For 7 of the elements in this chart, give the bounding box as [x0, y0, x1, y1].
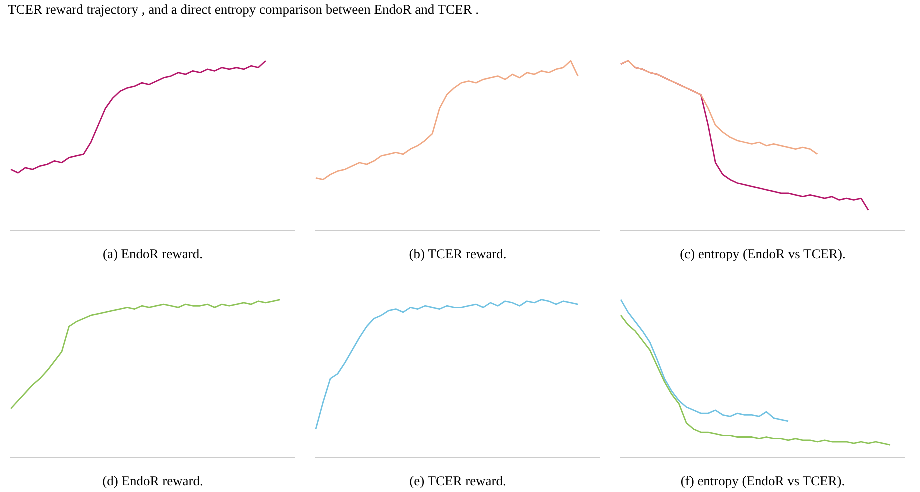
text: (b) TCER reward.	[409, 246, 507, 262]
text: (f) entropy (EndoR vs TCER).	[680, 473, 846, 488]
text: (e) TCER reward.	[410, 473, 506, 488]
text: (c) entropy (EndoR vs TCER).	[680, 246, 846, 262]
text: (d) EndoR reward.	[102, 473, 204, 488]
text: (a) EndoR reward.	[102, 246, 204, 262]
text: TCER reward trajectory , and a direct entropy comparison between EndoR and TCER .	[8, 2, 479, 17]
